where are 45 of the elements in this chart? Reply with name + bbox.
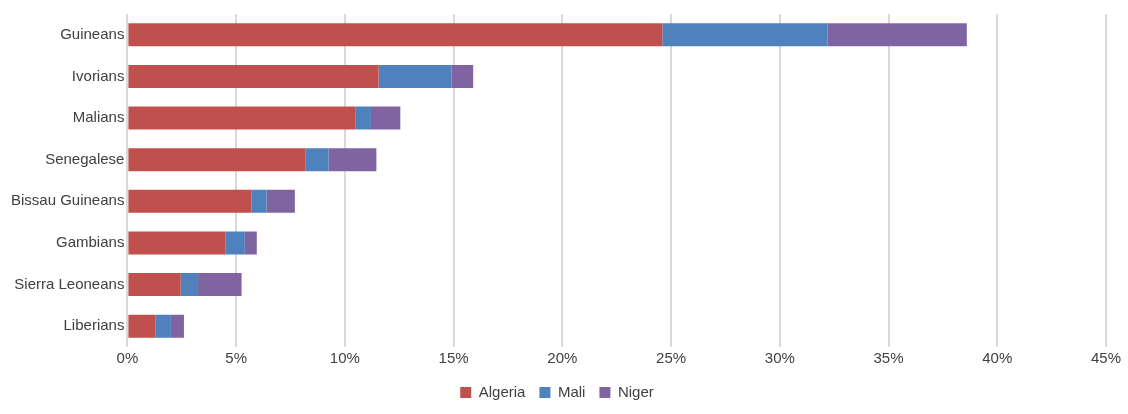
- bar: [251, 189, 267, 213]
- legend-label: Algeria: [478, 382, 527, 400]
- bar: [451, 64, 474, 88]
- bar: [378, 64, 452, 88]
- x-tick-label: 35%: [873, 349, 904, 367]
- bar: [128, 64, 379, 88]
- y-tick-label: Senegalese: [45, 149, 125, 167]
- bar: [128, 189, 252, 213]
- bar: [370, 106, 401, 130]
- bar: [128, 23, 663, 47]
- y-tick-label: Liberians: [63, 316, 125, 334]
- bar: [155, 314, 171, 338]
- bar: [128, 273, 181, 297]
- x-tick-label: 5%: [225, 349, 247, 367]
- bar: [662, 23, 828, 47]
- bar: [225, 231, 245, 255]
- bar: [128, 314, 156, 338]
- bar: [827, 23, 967, 47]
- bar: [198, 273, 242, 297]
- y-tick-label: Bissau Guineans: [10, 191, 125, 209]
- y-tick-label: Ivorians: [71, 66, 125, 84]
- bar: [128, 231, 226, 255]
- y-tick-label: Malians: [72, 108, 125, 126]
- x-tick-label: 15%: [438, 349, 469, 367]
- x-tick-label: 40%: [982, 349, 1013, 367]
- legend-label: Mali: [557, 382, 586, 400]
- bar: [328, 148, 377, 172]
- x-tick-label: 30%: [764, 349, 795, 367]
- x-tick-label: 10%: [329, 349, 360, 367]
- y-tick-label: Sierra Leoneans: [14, 274, 125, 292]
- y-tick-label: Guineans: [60, 24, 125, 42]
- x-tick-label: 45%: [1090, 349, 1122, 367]
- bar: [128, 106, 356, 130]
- bar: [266, 189, 295, 213]
- bar: [244, 231, 257, 255]
- x-tick-label: 25%: [656, 349, 687, 367]
- bar: [355, 106, 371, 130]
- legend-label: Niger: [617, 382, 654, 400]
- bar: [305, 148, 329, 172]
- y-tick-label: Gambians: [56, 233, 125, 251]
- bar: [170, 314, 184, 338]
- bar: [128, 148, 306, 172]
- x-tick-label: 20%: [547, 349, 578, 367]
- x-tick-label: 0%: [116, 349, 139, 367]
- bar: [180, 273, 199, 297]
